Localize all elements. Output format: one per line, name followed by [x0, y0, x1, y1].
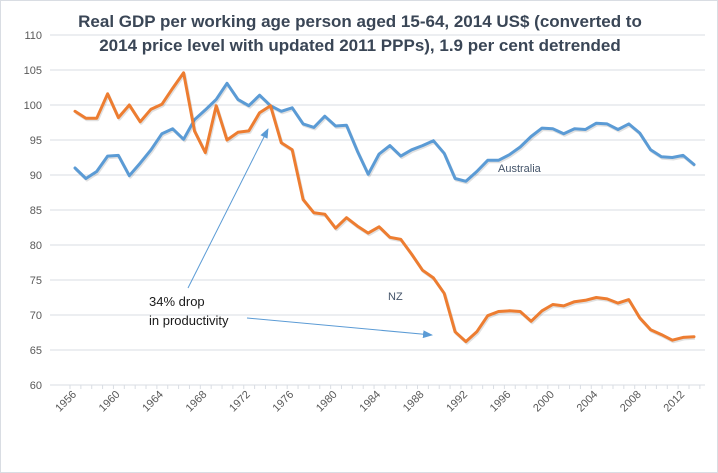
x-tick-label: 1968	[184, 389, 210, 415]
gridlines	[50, 34, 705, 386]
x-tick-label: 1960	[97, 389, 123, 415]
chart-title-line-1: Real GDP per working age person aged 15-…	[78, 12, 642, 31]
y-tick-label: 110	[24, 30, 42, 42]
y-tick-label: 65	[30, 345, 42, 357]
y-tick-label: 75	[30, 275, 42, 287]
y-tick-label: 60	[30, 380, 42, 392]
x-tick-label: 1956	[53, 389, 79, 415]
y-tick-label: 70	[30, 310, 42, 322]
series-label-nz: NZ	[388, 291, 403, 303]
x-tick-label: 1988	[401, 389, 427, 415]
annotation: 34% drop in productivity	[149, 128, 433, 339]
annotation-arrow-right	[246, 317, 433, 339]
x-tick-label: 1984	[357, 389, 383, 415]
series-line-nz	[73, 71, 696, 344]
x-tick-label: 1996	[488, 389, 514, 415]
x-tick-label: 2012	[661, 389, 687, 415]
series-nz	[73, 71, 696, 345]
x-tick-label: 2000	[531, 389, 557, 415]
series-label-australia: Australia	[498, 163, 542, 175]
x-tick-label: 1980	[314, 389, 340, 415]
x-axis: 1956 1960 1964 1968 1972 1976 1980 1984 1988 1992…	[53, 384, 701, 415]
y-tick-label: 80	[30, 240, 42, 252]
chart-title-line-2: 2014 price level with updated 2011 PPPs)…	[99, 36, 621, 55]
annotation-arrow-up	[187, 128, 269, 289]
series-australia	[73, 81, 696, 185]
x-tick-label: 2008	[618, 389, 644, 415]
annotation-text-line-2: in productivity	[149, 313, 229, 328]
x-tick-label: 2004	[575, 389, 601, 415]
y-tick-label: 100	[24, 100, 42, 112]
y-tick-label: 85	[30, 205, 42, 217]
y-axis: 60 65 70 75 80 85 90 95 100 105 110	[24, 30, 42, 392]
chart-title: Real GDP per working age person aged 15-…	[60, 10, 660, 58]
annotation-text-line-1: 34% drop	[149, 294, 205, 309]
x-tick-label: 1992	[444, 389, 470, 415]
x-tick-label: 1976	[271, 389, 297, 415]
x-tick-label: 1972	[227, 389, 253, 415]
series-lines	[73, 71, 696, 345]
series-line-australia	[73, 81, 696, 183]
x-tick-label: 1964	[140, 389, 166, 415]
y-tick-label: 90	[30, 170, 42, 182]
y-tick-label: 95	[30, 135, 42, 147]
y-tick-label: 105	[24, 65, 42, 77]
